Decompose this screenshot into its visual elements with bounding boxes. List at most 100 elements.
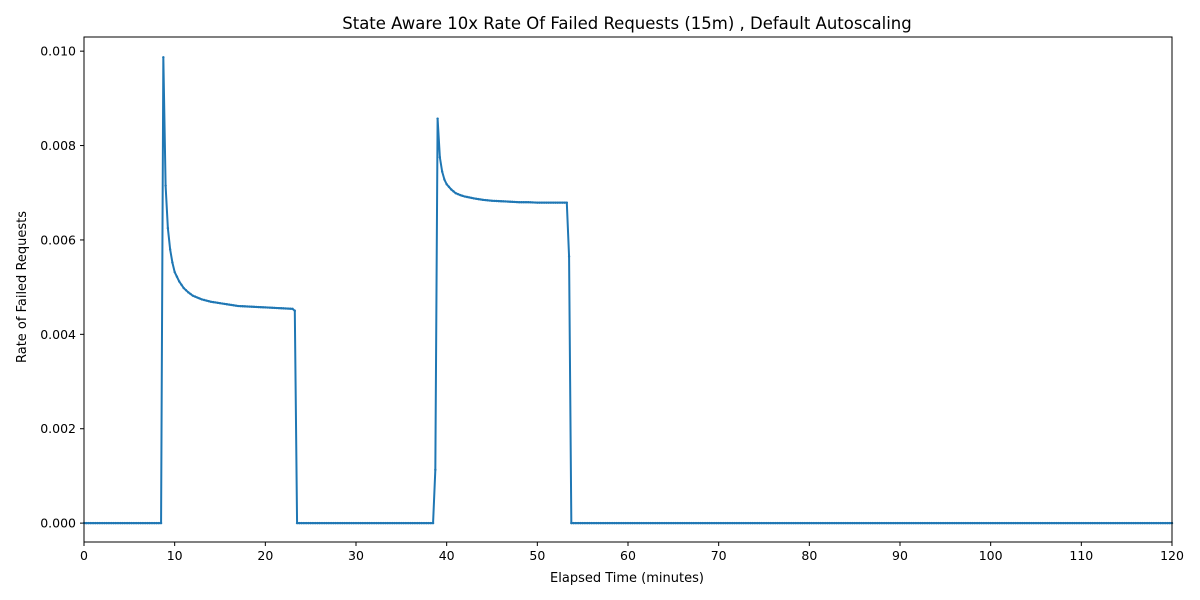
data-point	[873, 521, 877, 525]
data-point	[746, 521, 750, 525]
data-point	[1025, 521, 1029, 525]
data-point	[599, 521, 602, 525]
data-point	[916, 521, 920, 525]
data-point	[540, 201, 544, 204]
data-point	[354, 521, 358, 525]
data-point	[717, 521, 720, 525]
data-point	[205, 299, 208, 302]
data-point	[388, 521, 392, 525]
data-point	[456, 192, 460, 196]
data-point	[885, 521, 888, 525]
data-point	[255, 305, 258, 309]
data-point	[338, 521, 342, 525]
data-point	[155, 521, 158, 525]
data-point	[817, 521, 820, 525]
data-point	[252, 305, 256, 309]
data-point	[311, 521, 315, 525]
data-point	[808, 521, 811, 525]
data-point	[148, 521, 151, 525]
data-point	[712, 521, 716, 525]
data-point	[932, 521, 936, 525]
data-point	[463, 195, 466, 198]
data-point	[511, 200, 514, 204]
data-point	[454, 192, 457, 195]
data-point	[250, 305, 253, 308]
data-point	[159, 521, 163, 525]
data-point	[1037, 521, 1040, 525]
data-point	[264, 306, 267, 309]
data-point	[803, 521, 806, 525]
data-point	[461, 194, 464, 198]
x-tick-label: 60	[620, 548, 636, 563]
data-point	[769, 521, 772, 525]
data-point	[1089, 521, 1092, 525]
data-point	[1150, 521, 1153, 525]
data-point	[524, 200, 528, 204]
data-point	[1016, 521, 1020, 525]
data-point	[202, 298, 206, 302]
data-point	[880, 521, 884, 525]
x-tick-label: 10	[167, 548, 183, 563]
data-point	[341, 521, 344, 525]
data-point	[556, 201, 559, 204]
data-point	[343, 521, 346, 525]
data-point	[862, 521, 865, 525]
data-point	[370, 521, 374, 525]
data-point	[576, 521, 580, 525]
data-point	[218, 301, 222, 305]
data-point	[440, 170, 444, 173]
data-point	[610, 521, 614, 525]
data-point	[397, 521, 401, 525]
data-point	[527, 200, 530, 204]
data-point	[443, 178, 446, 181]
data-point	[1007, 521, 1010, 525]
data-point	[647, 521, 650, 525]
data-point	[268, 306, 272, 309]
data-point	[1116, 521, 1119, 525]
data-point	[230, 303, 233, 307]
data-point	[756, 521, 759, 525]
data-point	[103, 521, 106, 525]
data-point	[835, 521, 838, 525]
data-point	[790, 521, 793, 525]
data-point	[1014, 521, 1017, 525]
data-point	[280, 307, 283, 310]
data-point	[488, 199, 491, 202]
data-point	[284, 307, 287, 310]
data-point	[919, 521, 922, 525]
data-point	[565, 201, 568, 204]
data-point	[663, 521, 666, 525]
data-point	[216, 301, 219, 305]
data-point	[722, 521, 725, 525]
data-point	[762, 521, 766, 525]
data-point	[561, 201, 564, 204]
data-point	[157, 521, 160, 525]
data-point	[833, 521, 836, 525]
data-point	[212, 300, 215, 304]
data-point	[379, 521, 383, 525]
data-point	[1093, 521, 1097, 525]
data-point	[214, 301, 217, 304]
data-point	[139, 521, 142, 525]
data-point	[542, 201, 546, 204]
y-tick-label: 0.004	[40, 327, 76, 342]
x-tick-label: 80	[801, 548, 817, 563]
data-point	[298, 521, 301, 525]
data-point	[481, 198, 485, 202]
data-point	[323, 521, 326, 525]
data-point	[1139, 521, 1142, 525]
data-point	[490, 199, 494, 202]
data-point	[810, 521, 813, 525]
data-point	[171, 261, 174, 264]
data-point	[871, 521, 874, 525]
data-point	[710, 521, 714, 525]
data-point	[538, 201, 541, 204]
data-point	[586, 521, 589, 525]
data-point	[1080, 521, 1083, 525]
data-point	[887, 521, 890, 525]
data-point	[425, 521, 428, 525]
data-point	[964, 521, 967, 525]
data-point	[420, 521, 423, 525]
data-point	[1041, 521, 1045, 525]
data-point	[1043, 521, 1047, 525]
